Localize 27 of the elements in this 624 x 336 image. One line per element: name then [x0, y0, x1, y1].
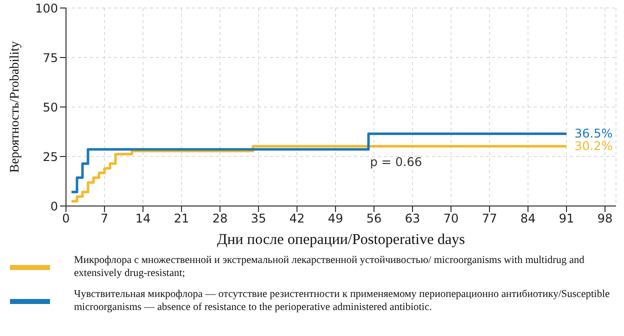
x-tick-label: 0	[62, 212, 70, 226]
x-tick-label: 49	[328, 212, 344, 226]
x-tick-label: 42	[289, 212, 305, 226]
legend-label: Чувствительная микрофлора — отсутствие резистентности к применяемому периоперационно антибиотику/Susceptible microorganisms — absence of resistance to the perioperative administered antibiotic.	[74, 288, 611, 314]
legend-label: Микрофлора с множественной и экстремальной лекарственной устойчивостью/ microorganisms with multidrug and extensively drug-resistant;	[74, 254, 586, 280]
y-tick-label: 50	[42, 100, 58, 114]
x-tick-label: 84	[520, 212, 536, 226]
y-tick-label: 25	[42, 150, 58, 164]
x-tick-label: 7	[100, 212, 108, 226]
annotation: p = 0.66	[370, 155, 422, 169]
y-tick-label: 100	[35, 1, 58, 16]
y-axis-title: Вероятность/Probability	[6, 40, 22, 173]
x-tick-label: 91	[558, 212, 574, 226]
data-label: 30.2%	[574, 139, 613, 154]
x-axis-title: Дни после операции/Postoperative days	[217, 232, 466, 248]
data-label: 36.5%	[574, 126, 613, 141]
x-tick-label: 56	[366, 212, 382, 226]
y-tick-label: 75	[42, 50, 58, 65]
x-tick-label: 14	[135, 212, 151, 226]
x-tick-label: 98	[597, 212, 613, 226]
x-tick-label: 63	[404, 212, 420, 226]
x-tick-label: 28	[212, 212, 228, 226]
x-tick-label: 70	[443, 212, 459, 226]
x-tick-label: 21	[174, 212, 190, 226]
x-tick-label: 35	[250, 212, 266, 226]
y-tick-label: 0	[50, 199, 58, 214]
x-tick-label: 77	[482, 212, 498, 226]
